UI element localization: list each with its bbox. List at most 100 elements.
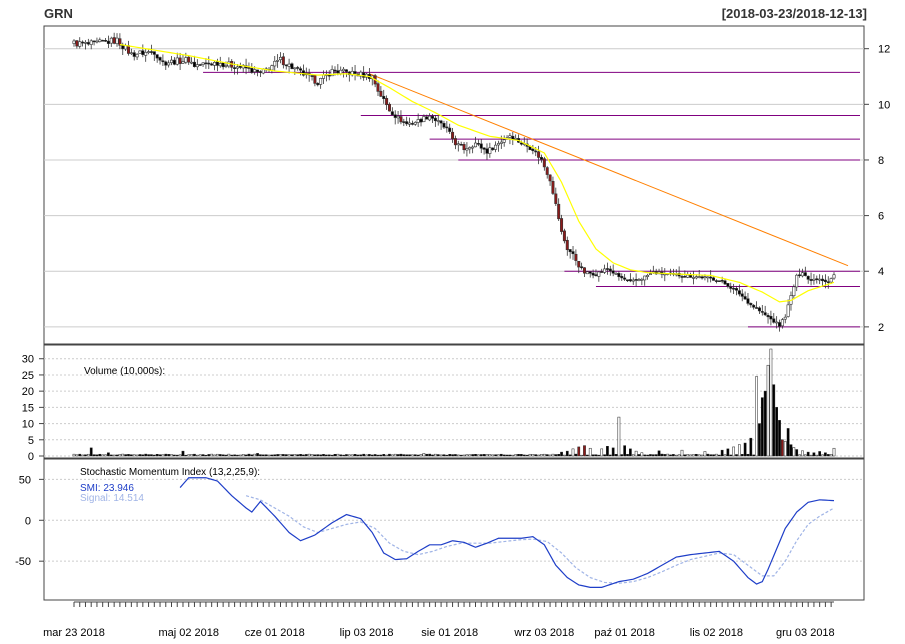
candle-body [170, 59, 174, 63]
candle-body [757, 307, 761, 312]
signal-line [245, 495, 835, 584]
candle-body [648, 273, 652, 275]
volume-bar [623, 445, 626, 457]
candle-body [683, 275, 687, 278]
candle-body [393, 114, 397, 118]
volume-bar [158, 454, 162, 457]
volume-bar [436, 454, 440, 457]
volume-bar [121, 453, 125, 457]
candle-body [539, 157, 543, 160]
candle-body [476, 143, 480, 145]
candle-body [818, 278, 822, 281]
candle-body [720, 280, 724, 282]
candle-body [694, 276, 698, 279]
candle-body [451, 131, 455, 140]
volume-bar [333, 453, 337, 457]
candle-body [453, 138, 457, 146]
candle-body [164, 61, 168, 66]
volume-bar [152, 454, 156, 457]
volume-bar [147, 454, 150, 457]
volume-bar [132, 454, 136, 457]
volume-bar [330, 454, 334, 457]
volume-bar [95, 454, 99, 457]
volume-bar [651, 454, 655, 457]
candle-body [491, 147, 495, 151]
volume-bar [468, 454, 472, 457]
volume-bar [522, 454, 526, 457]
volume-bar [399, 453, 403, 457]
candle-body [81, 41, 85, 44]
volume-bar [144, 453, 148, 457]
volume-bar [130, 454, 133, 457]
volume-bar [832, 447, 836, 457]
volume-bar [717, 454, 721, 457]
candle-body [803, 272, 807, 276]
volume-bar [755, 376, 758, 457]
volume-bar [801, 450, 804, 457]
candle-body [390, 111, 394, 116]
candle-body [763, 312, 767, 316]
volume-bar [393, 453, 397, 457]
volume-bar [729, 454, 733, 457]
volume-bar [517, 454, 520, 457]
volume-bar [402, 454, 406, 457]
volume-bar [829, 454, 833, 457]
volume-tick-label: 30 [22, 354, 34, 366]
candle-body [468, 147, 472, 150]
candle-body [72, 40, 76, 44]
volume-bar [390, 454, 394, 457]
volume-bar [282, 454, 285, 457]
candle-body [296, 67, 300, 69]
volume-bar [218, 454, 222, 457]
volume-bar [370, 454, 374, 457]
volume-bar [253, 453, 257, 457]
candle-body [448, 127, 452, 132]
volume-bar [778, 420, 781, 457]
volume-bar [299, 454, 302, 457]
volume-bar [224, 454, 228, 457]
price-tick-label: 10 [878, 99, 890, 111]
candle-body [385, 98, 389, 106]
volume-bar [775, 407, 778, 457]
volume-bar [290, 454, 294, 457]
ticker-symbol: GRN [44, 6, 73, 21]
candle-body [439, 120, 443, 124]
volume-bar [815, 454, 819, 457]
candle-body [126, 45, 130, 54]
candle-body [626, 279, 630, 282]
candle-body [278, 56, 282, 60]
volume-bar [511, 454, 515, 457]
candle-body [760, 311, 764, 313]
volume-bar [502, 454, 506, 457]
volume-bar [104, 454, 107, 457]
volume-bar [792, 447, 796, 457]
volume-bar [293, 454, 297, 457]
volume-bar [479, 454, 483, 457]
volume-bar [325, 454, 328, 457]
candle-body [823, 279, 827, 283]
volume-bar [743, 442, 747, 457]
x-tick-label: lip 03 2018 [340, 627, 394, 639]
candle-body [284, 64, 288, 67]
candle-body [422, 116, 426, 122]
candle-body [215, 61, 219, 66]
volume-bar [488, 454, 492, 457]
candle-body [210, 63, 214, 66]
candle-body [772, 318, 776, 323]
volume-bar [586, 454, 589, 457]
volume-bar [92, 454, 96, 457]
volume-bar [692, 454, 695, 457]
volume-bar [313, 454, 317, 457]
volume-bar [150, 454, 153, 457]
volume-bar [115, 454, 119, 457]
volume-bar [124, 454, 127, 457]
candle-body [594, 274, 598, 276]
volume-bar [425, 453, 429, 457]
volume-bar [187, 454, 191, 457]
candle-body [221, 62, 225, 68]
candle-body [101, 39, 105, 42]
candle-body [798, 274, 802, 277]
volume-bar [689, 454, 692, 457]
x-tick-label: maj 02 2018 [158, 627, 219, 639]
candle-body [603, 268, 607, 273]
